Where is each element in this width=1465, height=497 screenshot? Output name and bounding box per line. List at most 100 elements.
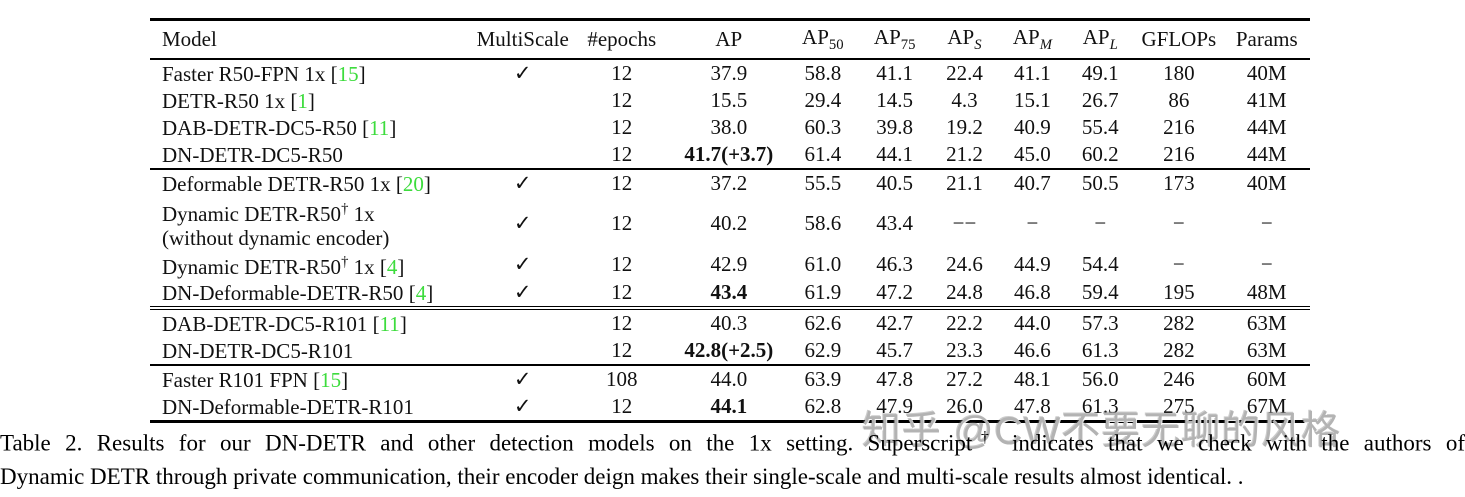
cell-ap50: 58.6 [804,211,842,235]
column-header-ap75: AP75 [859,20,931,60]
cell-ap: 42.8(+2.5) [684,338,774,362]
cell-ap75: 46.3 [876,252,914,276]
cell-multiscale [473,114,573,141]
cell-model: DN-Deformable-DETR-R50 [4] [162,280,434,305]
checkmark-icon: ✓ [513,280,532,304]
column-header-apl: APL [1066,20,1134,60]
cell-apm: 48.1 [1014,367,1051,391]
cell-apm: 47.8 [1014,394,1051,418]
cell-multiscale [473,308,573,337]
cell-aps: 22.2 [946,311,983,335]
column-header-multiscale: MultiScale [476,27,569,51]
header-base: AP [1082,24,1110,49]
cell-multiscale: ✓ [473,279,573,308]
cell-ap: 43.4 [710,280,748,304]
table-row: DN-DETR-DC5-R101 12 42.8(+2.5) 62.9 45.7 23.3… [150,337,1310,365]
cell-ap: 37.9 [710,61,748,85]
cell-params: 60M [1246,367,1287,391]
header-base: AP [1012,24,1040,49]
checkmark-icon: ✓ [513,211,532,235]
cell-apl: 26.7 [1081,88,1119,112]
dagger-superscript: † [341,254,349,270]
cell-params: 41M [1246,88,1287,112]
cell-params: 63M [1246,338,1287,362]
checkmark-icon: ✓ [513,394,532,418]
cell-ap50: 61.0 [804,252,842,276]
table-row: DN-Deformable-DETR-R101 ✓ 12 44.1 62.8 47.9 26… [150,393,1310,422]
citation-number: 1 [297,88,308,113]
cell-apm: 15.1 [1014,88,1051,112]
table-row: Dynamic DETR-R50† 1x (without dynamic enc… [150,197,1310,250]
results-table: Model MultiScale #epochs AP AP50 AP75 AP… [150,18,1310,423]
column-header-apm: APM [998,20,1066,60]
table-row: DAB-DETR-DC5-R50 [11] 12 38.0 60.3 39.8 19.2 4… [150,114,1310,141]
cell-model: DN-DETR-DC5-R101 [162,338,354,363]
cell-apm: 40.7 [1014,171,1051,195]
cell-aps: 26.0 [946,394,983,418]
cell-gflops: 216 [1163,115,1195,139]
cell-params: 44M [1246,142,1287,166]
table-row: DN-Deformable-DETR-R50 [4] ✓ 12 43.4 61.9 47.… [150,279,1310,308]
cell-params: 40M [1246,171,1287,195]
cell-epochs: 12 [611,311,633,335]
cell-apl: 49.1 [1081,61,1119,85]
cell-ap75: 45.7 [876,338,914,362]
table-caption: Table 2. Results for our DN-DETR and oth… [0,421,1465,493]
cell-apm: 41.1 [1014,61,1051,85]
column-header-epochs: #epochs [587,27,657,51]
header-base: AP [947,24,975,49]
cell-apl: 61.3 [1081,394,1119,418]
checkmark-icon: ✓ [513,252,532,276]
cell-ap50: 61.9 [804,280,842,304]
cell-apm: 45.0 [1014,142,1051,166]
table-row: Faster R101 FPN [15] ✓ 108 44.0 63.9 47.8 27.2… [150,365,1310,393]
cell-gflops: 282 [1163,338,1195,362]
cell-gflops: 275 [1163,394,1195,418]
cell-ap75: 41.1 [876,61,914,85]
cell-epochs: 12 [611,252,633,276]
results-table-container: Model MultiScale #epochs AP AP50 AP75 AP… [150,18,1310,423]
cell-multiscale: ✓ [473,365,573,393]
table-header: Model MultiScale #epochs AP AP50 AP75 AP… [150,20,1310,60]
cell-aps: 23.3 [946,338,983,362]
cell-apm: 44.0 [1014,311,1051,335]
cell-model: DN-Deformable-DETR-R101 [162,394,414,419]
cell-gflops: 216 [1163,142,1195,166]
cell-ap50: 61.4 [804,142,842,166]
cell-epochs: 12 [611,394,633,418]
cell-ap: 40.3 [710,311,748,335]
citation-number: 11 [369,115,390,140]
cell-apl: 57.3 [1081,311,1119,335]
cell-ap75: 14.5 [876,88,914,112]
cell-multiscale: ✓ [473,169,573,197]
cell-gflops: 282 [1163,311,1195,335]
cell-ap50: 60.3 [804,115,842,139]
cell-multiscale [473,337,573,365]
caption-line1-post: indicates that we check with the authors… [997,430,1465,456]
cell-epochs: 12 [611,211,633,235]
cell-gflops: 86 [1168,88,1190,112]
cell-ap: 37.2 [710,171,748,195]
cell-params: 67M [1246,394,1287,418]
cell-params: 63M [1246,311,1287,335]
cell-model: Dynamic DETR-R50† 1x [4] [162,254,405,279]
column-header-model: Model [162,27,217,51]
cell-aps: 27.2 [946,367,983,391]
cell-epochs: 12 [611,61,633,85]
cell-params: − [1260,252,1273,276]
header-base: AP [873,24,901,49]
cell-model: Deformable DETR-R50 1x [20] [162,171,431,196]
cell-ap: 44.0 [710,367,748,391]
cell-params: 40M [1246,61,1287,85]
citation-number: 4 [386,255,398,279]
cell-model: DN-DETR-DC5-R50 [162,142,343,167]
cell-apl: 54.4 [1081,252,1119,276]
header-base: AP [802,24,829,49]
cell-params: − [1260,211,1273,235]
cell-gflops: − [1172,211,1185,235]
cell-gflops: 246 [1163,367,1195,391]
table-body: Faster R50-FPN 1x [15] ✓ 12 37.9 58.8 41.1 22.… [150,59,1310,422]
column-header-params: Params [1235,27,1298,51]
cell-apl: 61.3 [1081,338,1119,362]
